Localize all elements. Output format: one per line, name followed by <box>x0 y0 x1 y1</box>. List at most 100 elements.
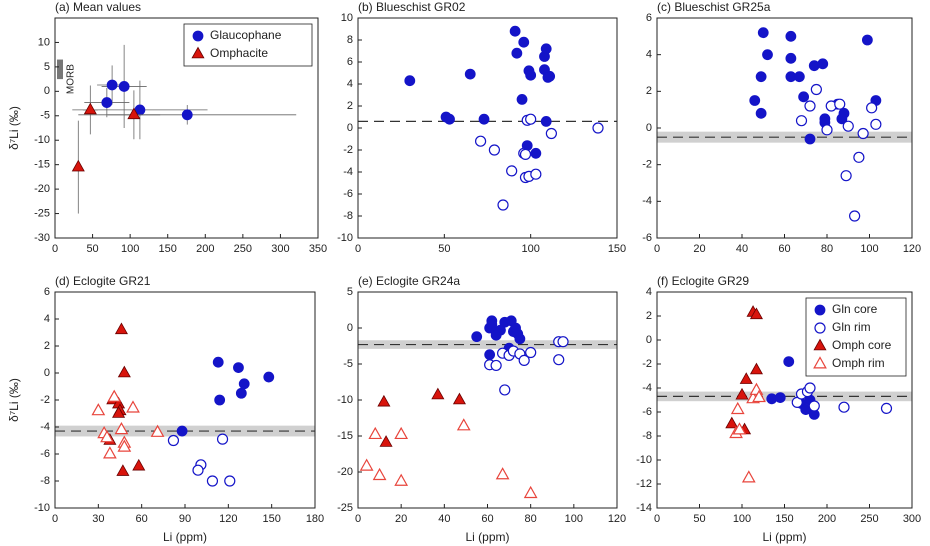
legend-marker <box>813 338 827 351</box>
y-tick-label: 0 <box>44 85 50 97</box>
data-point <box>71 159 85 172</box>
data-point <box>540 43 552 55</box>
legend-label: Gln rim <box>832 320 871 334</box>
panel-title: (c) Blueschist GR25a <box>657 0 771 14</box>
legend-box <box>183 23 313 67</box>
data-point <box>511 47 523 59</box>
data-point <box>749 95 761 106</box>
data-point <box>490 329 502 341</box>
data-point <box>107 389 122 402</box>
x-tick-label: 50 <box>693 513 705 525</box>
plot-frame <box>656 17 913 239</box>
x-tick-label: 100 <box>860 243 878 255</box>
y-tick-label: 10 <box>341 12 353 24</box>
data-point <box>263 371 275 383</box>
data-point <box>836 113 848 125</box>
data-point <box>238 378 250 390</box>
y-tick-label: -2 <box>40 394 50 406</box>
legend-label: Omph rim <box>832 356 885 370</box>
data-point <box>464 68 476 80</box>
x-tick-label: 0 <box>355 513 361 525</box>
x-tick-label: 40 <box>438 513 450 525</box>
data-point <box>394 473 409 486</box>
x-tick-label: 120 <box>608 513 626 525</box>
data-point <box>216 433 229 445</box>
x-tick-label: 60 <box>481 513 493 525</box>
x-tick-label: 80 <box>821 243 833 255</box>
data-point <box>106 79 118 91</box>
data-point <box>525 346 537 359</box>
data-point <box>497 199 509 211</box>
data-point <box>516 94 528 105</box>
y-axis-label: δ⁷Li (‰) <box>7 106 21 150</box>
y-tick-label: -2 <box>642 159 652 171</box>
data-point <box>866 102 878 114</box>
data-point <box>518 36 530 48</box>
data-point <box>735 387 749 400</box>
data-point <box>100 430 114 443</box>
data-point <box>817 58 829 70</box>
data-point <box>755 71 767 83</box>
panel: (f) Eclogite GR29 Li (ppm) 0 50 100 150 200 250… <box>636 274 921 544</box>
data-point <box>849 210 861 222</box>
data-point <box>804 382 816 394</box>
legend-label: Omphacite <box>210 46 268 60</box>
data-point <box>490 359 502 372</box>
panel-title: (d) Eclogite GR21 <box>55 274 151 288</box>
data-point <box>150 424 165 437</box>
y-tick-label: -4 <box>642 382 652 394</box>
data-point <box>519 148 532 160</box>
data-point <box>741 470 756 483</box>
legend-label: Gln core <box>832 302 878 316</box>
y-tick-label: -4 <box>343 166 353 178</box>
y-tick-label: 4 <box>646 49 652 61</box>
panel-title: (f) Eclogite GR29 <box>657 274 749 288</box>
y-tick-label: 10 <box>38 36 50 48</box>
x-tick-label: 250 <box>234 243 252 255</box>
data-point <box>83 102 97 115</box>
data-point <box>762 49 773 61</box>
x-tick-label: 100 <box>121 243 139 255</box>
data-point <box>506 165 518 177</box>
legend-marker <box>191 46 205 59</box>
x-tick-label: 120 <box>219 513 237 525</box>
data-point <box>394 426 409 440</box>
x-axis-label: Li (ppm) <box>163 530 207 544</box>
data-point <box>471 331 483 343</box>
y-tick-label: 4 <box>347 78 353 90</box>
data-point <box>840 170 852 182</box>
y-tick-label: -6 <box>40 448 50 460</box>
data-point <box>530 147 542 159</box>
y-tick-label: 0 <box>646 122 652 134</box>
y-tick-label: -25 <box>337 502 353 514</box>
plot-frame <box>54 291 316 509</box>
data-point <box>478 113 490 125</box>
data-point <box>821 124 833 136</box>
panel: (b) Blueschist GR02 0 50 100 150 -10 -8 -6 -4 -2 0… <box>337 0 626 255</box>
y-tick-label: -15 <box>34 159 50 171</box>
data-point <box>834 98 846 110</box>
x-tick-label: 80 <box>525 513 537 525</box>
data-point <box>880 402 893 414</box>
data-point <box>431 387 445 400</box>
y-tick-label: -6 <box>642 232 652 244</box>
data-point <box>117 365 131 378</box>
data-point <box>176 425 188 437</box>
panel: (e) Eclogite GR24a Li (ppm) 0 20 40 60 80 100 12… <box>337 274 626 544</box>
data-point <box>359 458 374 471</box>
y-tick-label: 6 <box>44 286 50 298</box>
data-point <box>127 107 141 120</box>
x-tick-label: 20 <box>395 513 407 525</box>
data-point <box>804 100 816 112</box>
data-point <box>368 426 383 440</box>
data-point <box>114 322 128 335</box>
x-tick-label: 180 <box>306 513 324 525</box>
data-point <box>755 107 767 119</box>
x-tick-label: 100 <box>733 513 751 525</box>
x-tick-label: 350 <box>309 243 327 255</box>
data-point <box>206 475 219 487</box>
x-tick-label: 0 <box>355 243 361 255</box>
x-tick-label: 150 <box>262 513 280 525</box>
